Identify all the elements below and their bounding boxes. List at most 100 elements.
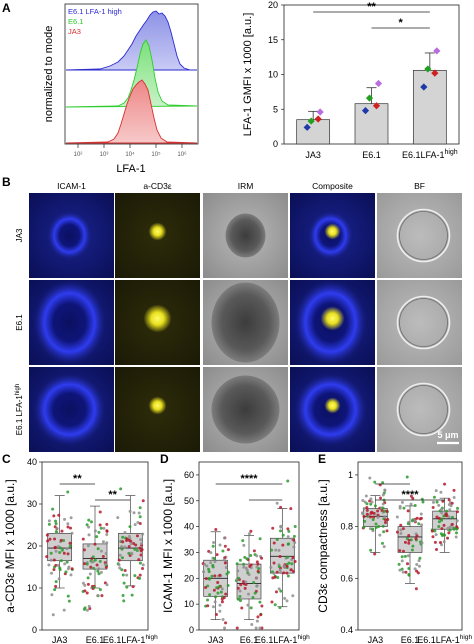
jitter-dot (88, 572, 92, 576)
jitter-dot (138, 515, 142, 519)
histogram-curve-ja3 (65, 79, 198, 144)
jitter-dot (361, 498, 365, 502)
jitter-dot (139, 538, 143, 542)
jitter-dot (85, 591, 89, 595)
jitter-dot (371, 527, 375, 531)
jitter-dot (447, 531, 451, 535)
jitter-dot (293, 560, 297, 564)
jitter-dot (381, 524, 385, 528)
panel-letter: E (318, 452, 326, 466)
jitter-dot (397, 562, 401, 566)
jitter-dot (382, 545, 386, 549)
jitter-dot (434, 533, 438, 537)
jitter-dot (273, 603, 277, 607)
jitter-dot (245, 568, 249, 572)
jitter-dot (57, 513, 61, 517)
jitter-dot (433, 540, 437, 544)
significance-label: * (399, 17, 404, 29)
jitter-dot (273, 575, 277, 579)
jitter-dot (275, 538, 279, 542)
jitter-dot (93, 529, 97, 533)
jitter-dot (141, 532, 145, 536)
jitter-dot (242, 580, 246, 584)
jitter-dot (383, 515, 387, 519)
jitter-dot (417, 522, 421, 526)
jitter-dot (409, 494, 413, 498)
bar (412, 69, 447, 145)
jitter-dot (399, 531, 403, 535)
jitter-dot (52, 558, 56, 562)
jitter-dot (258, 600, 262, 604)
jitter-dot (87, 525, 91, 529)
jitter-dot (51, 507, 55, 511)
jitter-dot (400, 500, 404, 504)
jitter-dot (381, 493, 385, 497)
microscopy-column-title: Composite (312, 181, 353, 191)
jitter-dot (54, 530, 58, 534)
jitter-dot (120, 568, 124, 572)
jitter-dot (419, 512, 423, 516)
jitter-dot (85, 562, 89, 566)
panel-a: A normalized to mode LFA-1 E6.1 LFA-1 hi… (2, 1, 199, 175)
data-point (431, 69, 439, 77)
significance-label: **** (401, 489, 419, 501)
jitter-dot (62, 608, 66, 612)
jitter-dot (249, 529, 253, 533)
jitter-dot (283, 596, 287, 600)
jitter-dot (223, 536, 227, 540)
microscopy-row-label: E6.1 (15, 314, 24, 331)
jitter-dot (272, 571, 276, 575)
jitter-dot (281, 533, 285, 537)
jitter-dot (398, 549, 402, 553)
jitter-dot (411, 544, 415, 548)
jitter-dot (238, 594, 242, 598)
jitter-dot (211, 605, 215, 609)
jitter-dot (286, 479, 290, 483)
jitter-dot (398, 504, 402, 508)
jitter-dot (362, 506, 366, 510)
jitter-dot (442, 523, 446, 527)
jitter-dot (81, 537, 85, 541)
histogram-xlabel: LFA-1 (116, 163, 145, 175)
jitter-dot (236, 597, 240, 601)
bar-chart-ylabel: LFA-1 GMFI x 1000 [a.u.] (242, 13, 254, 137)
microscopy-row-label: E6.1 LFA-1high (15, 384, 24, 435)
jitter-dot (437, 516, 441, 520)
jitter-dot (48, 537, 52, 541)
jitter-dot (55, 527, 59, 531)
panel-b-microscopy: B ICAM-1 a-CD3ε IRM Composite BF JA3 E6.1 E6.1 … (2, 175, 462, 452)
jitter-dot (67, 599, 71, 603)
histogram-tick-label: 10² (74, 152, 83, 158)
jitter-dot (92, 566, 96, 570)
jitter-dot (450, 522, 454, 526)
data-point (307, 117, 315, 125)
jitter-dot (443, 482, 447, 486)
jitter-dot (413, 504, 417, 508)
jitter-dot (87, 518, 91, 522)
jitter-dot (46, 539, 50, 543)
jitter-dot (133, 574, 137, 578)
jitter-dot (99, 549, 103, 553)
jitter-dot (127, 545, 131, 549)
ytick-label: 0 (32, 625, 37, 635)
jitter-dot (252, 581, 256, 585)
jitter-dot (121, 573, 125, 577)
plot-ylabel: CD3ε compactness [a.u.] (316, 479, 330, 612)
jitter-dot (54, 522, 58, 526)
jitter-dot (236, 569, 240, 573)
jitter-dot (440, 511, 444, 515)
data-point (424, 65, 432, 73)
jitter-dot (381, 502, 385, 506)
jitter-dot (45, 555, 49, 559)
jitter-dot (120, 545, 124, 549)
jitter-dot (253, 591, 257, 595)
jitter-dot (243, 555, 247, 559)
jitter-dot (67, 565, 71, 569)
jitter-dot (100, 594, 104, 598)
jitter-dot (52, 568, 56, 572)
jitter-dot (401, 527, 405, 531)
jitter-dot (246, 603, 250, 607)
bf-cell-outline (396, 382, 451, 437)
jitter-dot (123, 545, 127, 549)
jitter-dot (51, 613, 55, 617)
